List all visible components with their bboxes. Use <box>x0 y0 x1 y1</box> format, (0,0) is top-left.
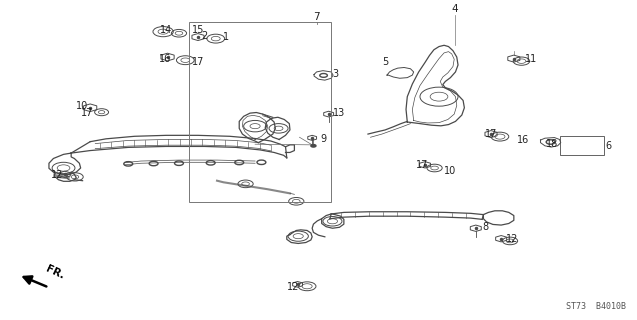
Text: 12: 12 <box>287 282 299 292</box>
Circle shape <box>311 145 316 147</box>
Text: 15: 15 <box>192 25 204 35</box>
Text: 8: 8 <box>482 222 488 232</box>
Text: 9: 9 <box>320 134 327 144</box>
Text: 17: 17 <box>192 57 204 67</box>
Text: 17: 17 <box>485 129 497 139</box>
Text: 16: 16 <box>159 54 171 64</box>
Text: 17: 17 <box>81 108 94 117</box>
Text: 12: 12 <box>506 234 518 244</box>
Text: 11: 11 <box>525 54 537 64</box>
Text: 10: 10 <box>76 101 89 111</box>
Text: 14: 14 <box>161 25 173 35</box>
Text: 10: 10 <box>444 165 456 176</box>
Text: 16: 16 <box>517 135 529 145</box>
Text: 5: 5 <box>382 57 388 67</box>
Text: 7: 7 <box>313 12 320 22</box>
Text: 13: 13 <box>333 108 345 118</box>
Text: FR.: FR. <box>45 264 66 281</box>
Text: 3: 3 <box>333 69 339 79</box>
Text: 18: 18 <box>545 139 558 149</box>
Text: 2: 2 <box>201 31 208 41</box>
Text: 4: 4 <box>452 4 458 14</box>
Bar <box>559 136 604 155</box>
Text: 6: 6 <box>605 141 612 151</box>
Bar <box>189 22 331 202</box>
Text: ST73  B4010B: ST73 B4010B <box>566 302 626 311</box>
Text: 17: 17 <box>416 160 428 170</box>
Text: 1: 1 <box>224 32 229 42</box>
Text: 12: 12 <box>51 170 64 180</box>
